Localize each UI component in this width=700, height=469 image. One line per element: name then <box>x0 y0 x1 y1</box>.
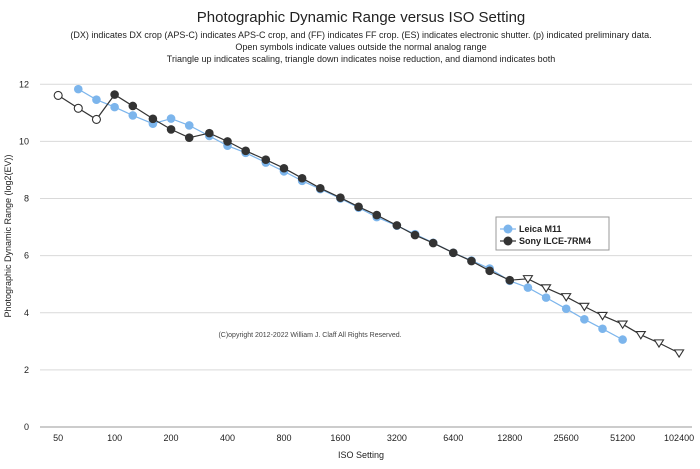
data-point[interactable] <box>598 324 607 334</box>
data-point[interactable] <box>485 266 494 276</box>
legend-item-sony[interactable]: Sony ILCE-7RM4 <box>500 236 591 246</box>
data-point[interactable] <box>653 339 665 349</box>
data-point[interactable] <box>428 238 438 248</box>
data-point[interactable] <box>522 275 534 284</box>
legend-marker-sony <box>503 236 513 246</box>
legend: Leica M11 Sony ILCE-7RM4 <box>495 216 610 251</box>
x-tick-label: 3200 <box>387 433 407 443</box>
data-point[interactable] <box>448 248 458 258</box>
data-point[interactable] <box>223 137 232 146</box>
y-tick-label: 0 <box>24 422 29 432</box>
data-point[interactable] <box>297 173 307 183</box>
data-point[interactable] <box>166 125 176 134</box>
x-tick-label: 12800 <box>497 433 522 443</box>
y-tick-label: 6 <box>24 251 29 261</box>
plot-series <box>53 84 685 359</box>
y-axis-ticks: 0 2 4 6 8 10 12 <box>19 79 29 432</box>
x-tick-label: 25600 <box>554 433 579 443</box>
chart-subtitle-line-2: Open symbols indicate values outside the… <box>235 42 486 52</box>
series-line-1 <box>57 93 680 354</box>
legend-marker-leica <box>503 224 513 234</box>
y-axis-label: Photographic Dynamic Range (log2(EV)) <box>3 154 13 317</box>
y-tick-label: 8 <box>24 194 29 204</box>
data-point[interactable] <box>261 155 271 164</box>
x-tick-label: 100 <box>107 433 122 443</box>
data-point[interactable] <box>617 320 629 330</box>
x-tick-label: 800 <box>276 433 291 443</box>
data-point[interactable] <box>523 283 533 292</box>
data-point[interactable] <box>635 331 647 340</box>
data-point[interactable] <box>92 95 101 105</box>
data-point[interactable] <box>578 302 590 312</box>
data-point[interactable] <box>166 114 176 123</box>
data-point[interactable] <box>205 128 214 138</box>
data-point[interactable] <box>392 221 402 230</box>
data-point[interactable] <box>110 102 119 112</box>
data-point[interactable] <box>560 293 572 302</box>
data-point[interactable] <box>410 230 420 240</box>
data-point[interactable] <box>467 256 476 266</box>
legend-label-leica: Leica M11 <box>519 224 562 234</box>
x-tick-label: 6400 <box>443 433 463 443</box>
chart-subtitle-line-3: Triangle up indicates scaling, triangle … <box>167 54 555 64</box>
x-tick-label: 102400 <box>664 433 694 443</box>
data-point[interactable] <box>184 133 194 142</box>
data-point[interactable] <box>673 349 685 359</box>
data-point[interactable] <box>128 111 138 120</box>
data-point[interactable] <box>505 275 515 285</box>
data-point[interactable] <box>73 84 83 94</box>
x-axis-label: ISO Setting <box>338 450 384 460</box>
data-point[interactable] <box>53 90 63 100</box>
data-point[interactable] <box>540 284 552 294</box>
x-tick-label: 400 <box>220 433 235 443</box>
data-point[interactable] <box>336 193 345 202</box>
legend-box <box>495 216 610 251</box>
data-point[interactable] <box>372 210 382 220</box>
data-point[interactable] <box>354 202 363 212</box>
data-point[interactable] <box>618 335 627 344</box>
data-point[interactable] <box>580 315 589 324</box>
data-point[interactable] <box>561 304 571 314</box>
data-point[interactable] <box>241 146 250 156</box>
data-point[interactable] <box>128 101 138 111</box>
data-point[interactable] <box>110 90 119 99</box>
y-tick-label: 12 <box>19 79 29 89</box>
y-tick-label: 2 <box>24 365 29 375</box>
data-point[interactable] <box>597 311 609 321</box>
legend-label-sony: Sony ILCE-7RM4 <box>519 236 591 246</box>
x-tick-label: 51200 <box>610 433 635 443</box>
data-point[interactable] <box>184 121 194 130</box>
copyright-note: (C)opyright 2012-2022 William J. Claff A… <box>218 332 401 339</box>
x-tick-label: 50 <box>53 433 63 443</box>
x-tick-label: 1600 <box>330 433 350 443</box>
data-point[interactable] <box>316 183 325 193</box>
data-point[interactable] <box>91 114 101 124</box>
legend-item-leica[interactable]: Leica M11 <box>500 224 562 234</box>
series-line-0 <box>77 88 623 341</box>
y-tick-label: 4 <box>24 308 29 318</box>
data-point[interactable] <box>73 103 83 113</box>
gridlines <box>40 83 692 428</box>
y-tick-label: 10 <box>19 136 29 146</box>
chart-title: Photographic Dynamic Range versus ISO Se… <box>197 9 526 26</box>
chart-subtitle-line-1: (DX) indicates DX crop (APS-C) indicates… <box>70 30 651 40</box>
data-point[interactable] <box>148 114 158 124</box>
data-point[interactable] <box>541 293 551 302</box>
data-point[interactable] <box>279 163 289 173</box>
x-tick-label: 200 <box>164 433 179 443</box>
x-axis-ticks: 50 100 200 400 800 1600 3200 6400 12800 25600 5120… <box>53 433 694 443</box>
